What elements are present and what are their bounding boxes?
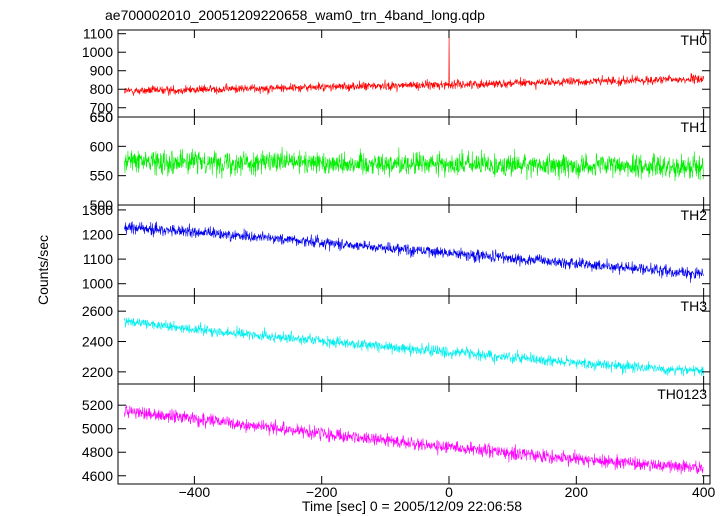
x-tick-label: 200: [565, 484, 589, 500]
y-tick-label: 2400: [82, 334, 113, 350]
x-axis-label: Time [sec] 0 = 2005/12/09 22:06:58: [302, 498, 522, 514]
panel-frame: [117, 204, 711, 297]
panel-label-th3: TH3: [681, 298, 708, 314]
y-tick-label: 1200: [82, 227, 113, 243]
y-tick-label: 650: [90, 109, 114, 125]
y-tick-label: 1100: [83, 251, 113, 267]
y-tick-label: 4800: [82, 444, 113, 460]
panel-frame: [117, 383, 711, 485]
y-tick-label: 800: [90, 81, 114, 97]
y-axis-label: Counts/sec: [35, 235, 51, 305]
panel-label-th0: TH0: [681, 32, 708, 48]
panel-th3: 2200 2400 2600 TH3: [82, 295, 711, 385]
panel-th1: 550 600 650 500 TH1: [90, 109, 711, 213]
y-tick-label: 5200: [82, 397, 113, 413]
panel-frame: [117, 29, 711, 118]
y-tick-label: 1000: [82, 44, 113, 60]
y-tick-label: 700: [90, 100, 114, 116]
y-tick-label: 600: [90, 138, 114, 154]
y-tick-label: 5000: [82, 421, 113, 437]
x-tick-label: 0: [445, 484, 453, 500]
y-tick-label: 650: [90, 109, 114, 125]
panel-label-th2: TH2: [681, 207, 708, 223]
panel-label-th1: TH1: [681, 119, 708, 135]
panel-frame: [117, 295, 711, 385]
series-line-th0123: [124, 404, 704, 475]
y-tick-label: 4600: [82, 468, 113, 484]
series-line-th0: [124, 30, 704, 96]
y-tick-label: 900: [90, 63, 114, 79]
y-tick-label: 1300: [82, 202, 113, 218]
x-axis-ticks: −400 −200 0 200 400: [179, 484, 716, 500]
x-tick-label: −200: [306, 484, 338, 500]
panel-th0: 700 800 900 1000 1100 650 TH0: [82, 26, 711, 125]
y-tick-label: 550: [90, 168, 114, 184]
y-tick-label: 1100: [83, 26, 113, 42]
panels: 70080090010001100650TH0550600650500TH110…: [82, 26, 711, 485]
x-tick-label: 400: [692, 484, 716, 500]
series-line-th3: [124, 317, 704, 377]
y-tick-label: 500: [90, 197, 114, 213]
panel-th0123: 4600 4800 5000 5200 TH0123: [82, 383, 711, 485]
series-line-th1: [124, 147, 704, 182]
chart-title: ae700002010_20051209220658_wam0_trn_4ban…: [105, 7, 485, 23]
y-tick-label: 2600: [82, 303, 113, 319]
panel-label-th0123: TH0123: [657, 386, 707, 402]
y-tick-label: 1000: [82, 276, 113, 292]
series-line-th2: [124, 221, 704, 283]
x-tick-label: −400: [179, 484, 211, 500]
panel-th2: 1000 1100 1200 1300 TH2: [82, 202, 711, 297]
y-tick-label: 2200: [82, 364, 113, 380]
